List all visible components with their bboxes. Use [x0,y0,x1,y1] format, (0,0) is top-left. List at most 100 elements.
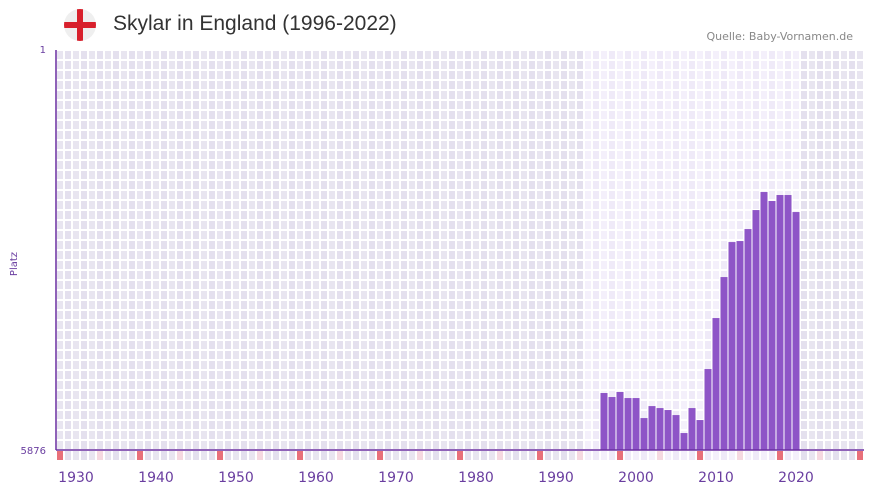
grid-cell [457,141,463,149]
grid-cell [337,261,343,269]
grid-cell [817,351,823,359]
source-link[interactable]: Quelle: Baby-Vornamen.de [706,30,853,43]
grid-cell [65,351,71,359]
grid-cell [553,261,559,269]
grid-cell [257,231,263,239]
grid-cell [593,81,599,89]
grid-cell [601,101,607,109]
grid-cell [145,211,151,219]
grid-cell [817,61,823,69]
grid-cell [857,141,863,149]
grid-cell [489,81,495,89]
grid-cell [313,391,319,399]
grid-cell [345,221,351,229]
decade-marker [417,451,423,460]
grid-cell [809,321,815,329]
grid-cell [465,261,471,269]
decade-marker [809,451,815,460]
grid-cell [809,91,815,99]
grid-cell [817,171,823,179]
grid-cell [321,381,327,389]
grid-cell [601,201,607,209]
grid-cell [489,121,495,129]
grid-cell [489,371,495,379]
grid-cell [537,81,543,89]
grid-cell [809,411,815,419]
grid-cell [657,101,663,109]
grid-cell [489,341,495,349]
grid-cell [577,391,583,399]
grid-cell [529,201,535,209]
grid-cell [257,341,263,349]
grid-cell [793,171,799,179]
grid-cell [529,71,535,79]
grid-cell [513,181,519,189]
grid-cell [817,261,823,269]
grid-cell [641,151,647,159]
grid-cell [617,91,623,99]
grid-cell [689,61,695,69]
grid-cell [433,151,439,159]
grid-cell [585,341,591,349]
grid-cell [289,281,295,289]
decade-marker [449,451,455,460]
grid-cell [145,281,151,289]
grid-cell [553,371,559,379]
grid-cell [425,391,431,399]
grid-cell [689,211,695,219]
grid-cell [393,151,399,159]
grid-cell [89,331,95,339]
grid-cell [409,341,415,349]
grid-cell [257,221,263,229]
grid-cell [81,261,87,269]
grid-cell [97,211,103,219]
grid-cell [569,51,575,59]
grid-cell [305,261,311,269]
grid-cell [553,271,559,279]
grid-cell [113,71,119,79]
grid-cell [169,141,175,149]
grid-cell [401,441,407,449]
grid-cell [177,101,183,109]
grid-cell [673,101,679,109]
decade-marker [393,451,399,460]
grid-cell [385,101,391,109]
grid-cell [97,181,103,189]
grid-cell [377,51,383,59]
grid-cell [745,61,751,69]
grid-cell [809,121,815,129]
grid-cell [505,411,511,419]
grid-cell [225,61,231,69]
grid-cell [385,191,391,199]
grid-cell [57,201,63,209]
grid-cell [377,141,383,149]
grid-cell [481,161,487,169]
grid-cell [497,61,503,69]
grid-cell [177,361,183,369]
grid-cell [473,251,479,259]
grid-cell [57,431,63,439]
grid-cell [825,191,831,199]
grid-cell [385,371,391,379]
grid-cell [401,321,407,329]
grid-cell [609,141,615,149]
grid-cell [705,221,711,229]
grid-cell [57,81,63,89]
grid-cell [513,151,519,159]
grid-cell [241,321,247,329]
grid-cell [769,101,775,109]
grid-cell [473,191,479,199]
grid-cell [361,151,367,159]
grid-cell [305,331,311,339]
grid-cell [545,141,551,149]
grid-cell [217,71,223,79]
grid-cell [801,371,807,379]
grid-cell [633,51,639,59]
grid-cell [497,411,503,419]
grid-cell [65,251,71,259]
grid-cell [505,361,511,369]
grid-cell [249,281,255,289]
grid-cell [721,151,727,159]
grid-cell [569,321,575,329]
grid-cell [841,261,847,269]
